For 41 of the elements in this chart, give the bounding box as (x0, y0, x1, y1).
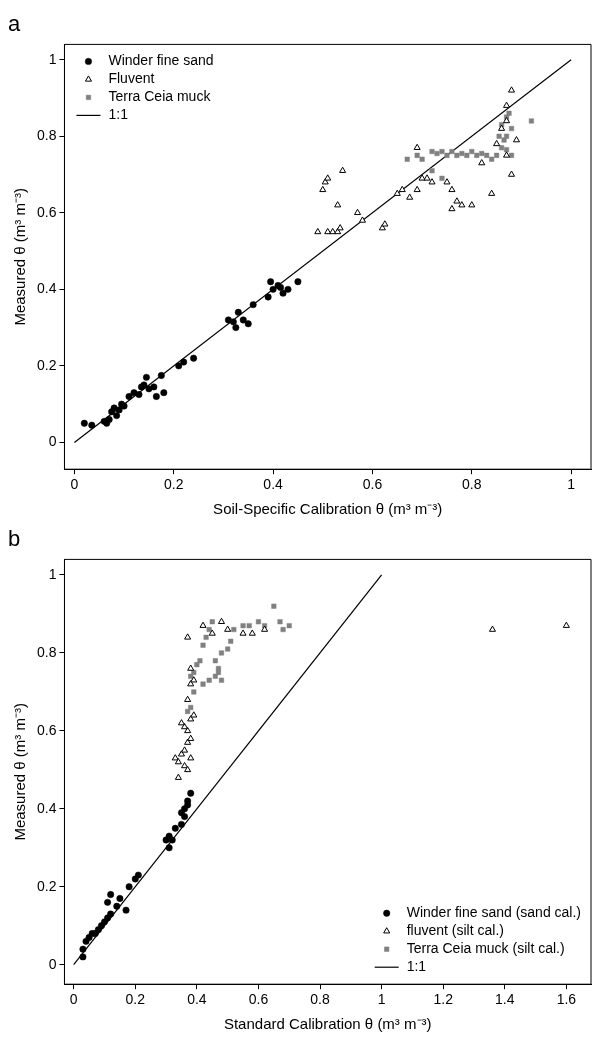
y-tick-label: 0.4 (36, 799, 57, 816)
y-tick-label: 0.6 (36, 203, 57, 220)
x-tick-label: 1.2 (433, 991, 454, 1008)
x-tick-label: 0.6 (362, 476, 383, 493)
legend-label: 1:1 (406, 958, 427, 975)
x-tick-label: 1.6 (556, 991, 577, 1008)
y-tick-label: 0.6 (36, 721, 57, 738)
y-tick-label: 1 (48, 50, 57, 67)
y-tick-label: 0.8 (36, 127, 57, 144)
chart-title: b (8, 526, 21, 552)
y-tick-label: 0.2 (36, 356, 57, 373)
y-tick-label: 0 (48, 955, 57, 972)
x-tick-label: 0.4 (263, 476, 284, 493)
legend-label: 1:1 (108, 106, 129, 123)
legend-label: Terra Ceia muck (silt cal.) (406, 940, 565, 957)
x-axis-title: Soil-Specific Calibration θ (m³ m⁻³) (213, 500, 443, 518)
x-tick-label: 0 (69, 991, 78, 1008)
x-tick-label: 0.2 (125, 991, 146, 1008)
y-axis-title: Measured θ (m³ m⁻³) (11, 188, 29, 326)
y-axis-title: Measured θ (m³ m⁻³) (11, 703, 29, 841)
x-tick-label: 0.2 (164, 476, 184, 493)
legend-label: Winder fine sand (sand cal.) (406, 904, 582, 921)
chart-title: a (8, 11, 21, 37)
x-tick-label: 0 (70, 476, 79, 493)
legend-label: Winder fine sand (108, 52, 214, 69)
y-tick-label: 0 (48, 433, 57, 450)
legend-label: fluvent (silt cal.) (406, 922, 504, 939)
y-tick-label: 0.2 (36, 877, 57, 894)
x-tick-label: 1.4 (495, 991, 515, 1008)
x-tick-label: 1 (567, 476, 576, 493)
x-tick-label: 1 (377, 991, 386, 1008)
legend-label: Terra Ceia muck (108, 88, 212, 105)
x-axis-title: Standard Calibration θ (m³ m⁻³) (223, 1015, 432, 1033)
y-tick-label: 1 (48, 565, 57, 582)
x-tick-label: 0.8 (310, 991, 330, 1008)
x-tick-label: 0.8 (462, 476, 482, 493)
x-tick-label: 0.6 (248, 991, 269, 1008)
y-tick-label: 0.4 (36, 280, 57, 297)
y-tick-label: 0.8 (36, 643, 57, 660)
legend-label: Fluvent (108, 70, 155, 87)
x-tick-label: 0.4 (187, 991, 207, 1008)
